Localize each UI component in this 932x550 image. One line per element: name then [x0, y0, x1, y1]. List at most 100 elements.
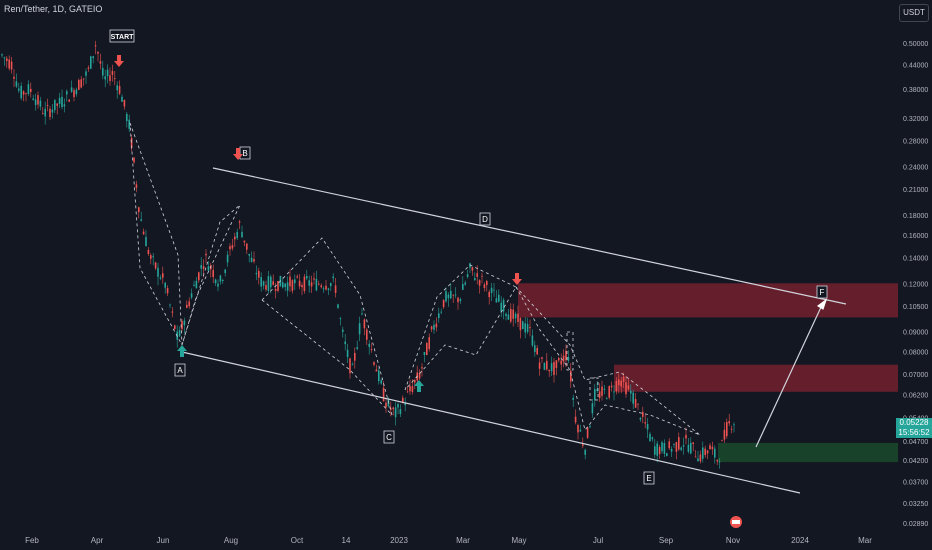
candle-body: [3, 57, 6, 59]
candle-body: [58, 97, 61, 104]
candle-body: [68, 99, 70, 102]
candle-body: [613, 391, 615, 393]
candle-body: [114, 78, 116, 80]
candle-body: [229, 246, 231, 250]
candle-body: [322, 288, 325, 290]
candle-body: [140, 219, 142, 221]
x-tick-label: Feb: [25, 536, 39, 545]
x-tick-label: Mar: [858, 536, 872, 545]
candle-body: [680, 447, 682, 450]
candle-body: [207, 266, 210, 271]
y-tick-label: 0.50000: [903, 41, 928, 48]
candle-body: [399, 409, 402, 415]
upper-trendline: [212, 167, 847, 305]
candle-body: [241, 231, 243, 238]
candle-body: [438, 313, 440, 319]
candle-body: [147, 250, 150, 254]
candle-body: [529, 327, 531, 329]
candle-body: [303, 276, 306, 292]
candle-body: [500, 302, 502, 312]
candle-body: [622, 376, 625, 382]
candle-body: [375, 369, 378, 372]
candle-body: [567, 356, 570, 361]
candle-body: [608, 386, 610, 398]
candle-body: [346, 349, 349, 358]
candle-body: [34, 99, 37, 106]
candle-body: [128, 119, 130, 129]
candle-body: [488, 291, 490, 298]
candle-body: [214, 279, 217, 284]
candle-body: [135, 184, 138, 188]
candle-body: [512, 309, 514, 319]
event-icon-inner: [732, 520, 740, 524]
y-tick-label: 0.21000: [903, 187, 928, 194]
y-tick-label: 0.02890: [903, 521, 928, 528]
point-label-c: C: [386, 433, 392, 442]
candle-body: [584, 449, 586, 455]
currency-badge[interactable]: USDT: [899, 4, 929, 22]
candle-body: [306, 276, 308, 279]
candle-body: [615, 381, 618, 392]
candle-body: [630, 390, 632, 394]
candle-body: [582, 444, 584, 446]
candle-body: [258, 270, 260, 278]
candle-body: [63, 104, 66, 107]
candle-body: [428, 337, 430, 349]
candle-body: [246, 243, 248, 250]
candle-body: [517, 313, 519, 323]
candle-body: [433, 324, 435, 330]
y-tick-label: 0.07000: [903, 372, 928, 379]
candle-body: [368, 343, 370, 347]
candle-body: [104, 76, 106, 80]
candle-body: [373, 362, 375, 365]
y-tick-label: 0.03250: [903, 501, 928, 508]
buy-arrow-icon: [177, 345, 187, 351]
candle-body: [558, 358, 560, 361]
candle-body: [675, 442, 678, 452]
candle-body: [174, 325, 176, 329]
y-tick-label: 0.04700: [903, 439, 928, 446]
candle-body: [560, 360, 562, 365]
last-price-tag: 0.05228 15:56:52: [896, 418, 932, 438]
candle-body: [618, 379, 620, 386]
candle-body: [546, 360, 548, 370]
candle-body: [450, 290, 452, 299]
sell-arrow-icon: [117, 55, 121, 61]
candle-body: [646, 423, 649, 430]
candle-body: [166, 288, 169, 294]
candle-body: [349, 358, 351, 374]
candle-body: [402, 397, 404, 403]
candle-body: [310, 282, 313, 287]
candle-body: [25, 93, 27, 95]
candle-body: [637, 403, 639, 405]
y-tick-label: 0.16000: [903, 233, 928, 240]
time-axis: Feb Apr Jun Aug Oct 14 2023 Mar May Jul Sep Nov 2024…: [25, 536, 872, 545]
point-label-d: D: [482, 215, 488, 224]
candle-body: [382, 387, 385, 402]
point-label-box: [383, 430, 395, 444]
sell-arrow-icon: [114, 61, 124, 67]
candle-body: [543, 362, 546, 370]
candle-body: [188, 301, 190, 307]
candle-body: [702, 447, 704, 459]
candle-body: [20, 85, 22, 99]
candle-body: [87, 67, 90, 69]
candle-body: [378, 370, 380, 382]
candle-body: [85, 71, 87, 76]
candle-body: [344, 341, 346, 345]
point-label-a: A: [177, 366, 183, 375]
candle-body: [282, 282, 284, 288]
candle-body: [670, 448, 673, 452]
candle-body: [668, 441, 670, 449]
candle-body: [190, 293, 193, 298]
candle-body: [313, 278, 315, 280]
candle-body: [577, 425, 579, 433]
chart-title: Ren/Tether, 1D, GATEIO: [4, 4, 103, 14]
candle-body: [454, 294, 457, 296]
sell-arrow-icon: [236, 148, 240, 154]
candle-body: [200, 265, 202, 269]
candle-body: [186, 304, 188, 308]
candle-body: [690, 442, 692, 454]
candle-body: [255, 272, 258, 275]
